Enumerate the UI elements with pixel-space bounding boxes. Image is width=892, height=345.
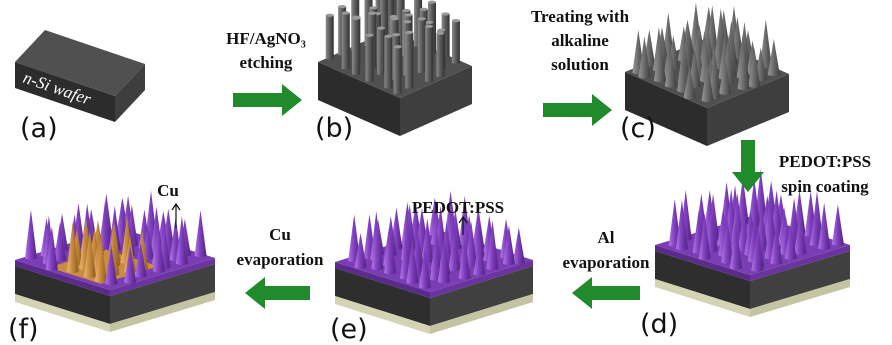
- step-text: solution: [551, 55, 609, 74]
- panel-label: (d): [640, 309, 678, 340]
- nanowire-top: [436, 32, 444, 35]
- nanowire-top: [394, 45, 402, 48]
- nanowire-top: [391, 17, 399, 20]
- blocks: [15, 0, 850, 334]
- panel-label: (c): [620, 113, 656, 144]
- nanowire-top: [418, 17, 426, 20]
- cone: [513, 227, 525, 264]
- nanowire-top: [425, 21, 433, 24]
- nanowire-top: [442, 12, 450, 15]
- panel-label: (e): [330, 314, 368, 345]
- step-text: HF/AgNO₃: [226, 29, 306, 48]
- nanowire-top: [392, 33, 400, 36]
- nanowire-top: [428, 0, 436, 3]
- nanowire-top: [402, 9, 410, 12]
- cone: [25, 210, 37, 260]
- nanowire-top: [338, 5, 346, 8]
- step-text: PEDOT:PSS: [779, 152, 871, 171]
- nanowire: [418, 19, 426, 73]
- nanowire: [394, 47, 402, 94]
- cone: [832, 204, 844, 246]
- nanowire: [342, 13, 350, 69]
- nanowire-top: [420, 8, 428, 11]
- panel-label: (b): [315, 113, 353, 144]
- nanowire: [366, 35, 374, 81]
- nanowire: [377, 28, 385, 75]
- cone: [195, 210, 207, 257]
- panel-label: (f): [8, 314, 39, 345]
- nanowire: [352, 18, 360, 74]
- nanowire: [425, 26, 433, 81]
- nanowire: [384, 36, 392, 88]
- arrow-right: [543, 94, 612, 126]
- nanowire: [436, 33, 444, 77]
- step-text: evaporation: [563, 253, 650, 272]
- nanowire-top: [366, 34, 374, 37]
- nanowire-top: [352, 17, 360, 20]
- nanowire-top: [425, 25, 433, 28]
- nanowire-top: [326, 14, 334, 17]
- step-text: etching: [240, 53, 293, 72]
- nanowire-top: [384, 35, 392, 38]
- nanowire-top: [368, 12, 376, 15]
- nanowire-top: [369, 6, 377, 9]
- nanowire-top: [403, 20, 411, 23]
- annotation: Cu: [157, 181, 179, 200]
- nanowire-top: [377, 27, 385, 30]
- process-diagram: (a) (b) (c) (d) (e) (f) n-Si wafer HF/Ag…: [0, 0, 892, 345]
- panel-label: (a): [20, 113, 58, 144]
- nanowire: [452, 21, 460, 64]
- step-text: spin coating: [781, 177, 869, 196]
- step-text: Cu: [269, 225, 291, 244]
- step-text: Treating with: [531, 7, 630, 26]
- annotation: PEDOT:PSS: [412, 198, 504, 217]
- nanowire-top: [405, 13, 413, 16]
- step-text: evaporation: [237, 250, 324, 269]
- nanowire-top: [342, 11, 350, 14]
- arrow-right: [233, 84, 302, 116]
- nanowire-top: [405, 31, 413, 34]
- arrow-left: [245, 277, 310, 309]
- nanowire-top: [452, 19, 460, 22]
- nanowire: [326, 15, 334, 59]
- arrow-left: [572, 277, 640, 309]
- step-text: alkaline: [551, 31, 609, 50]
- nanowire-top: [437, 29, 445, 32]
- nanowire: [405, 32, 413, 88]
- step-text: Al: [598, 228, 615, 247]
